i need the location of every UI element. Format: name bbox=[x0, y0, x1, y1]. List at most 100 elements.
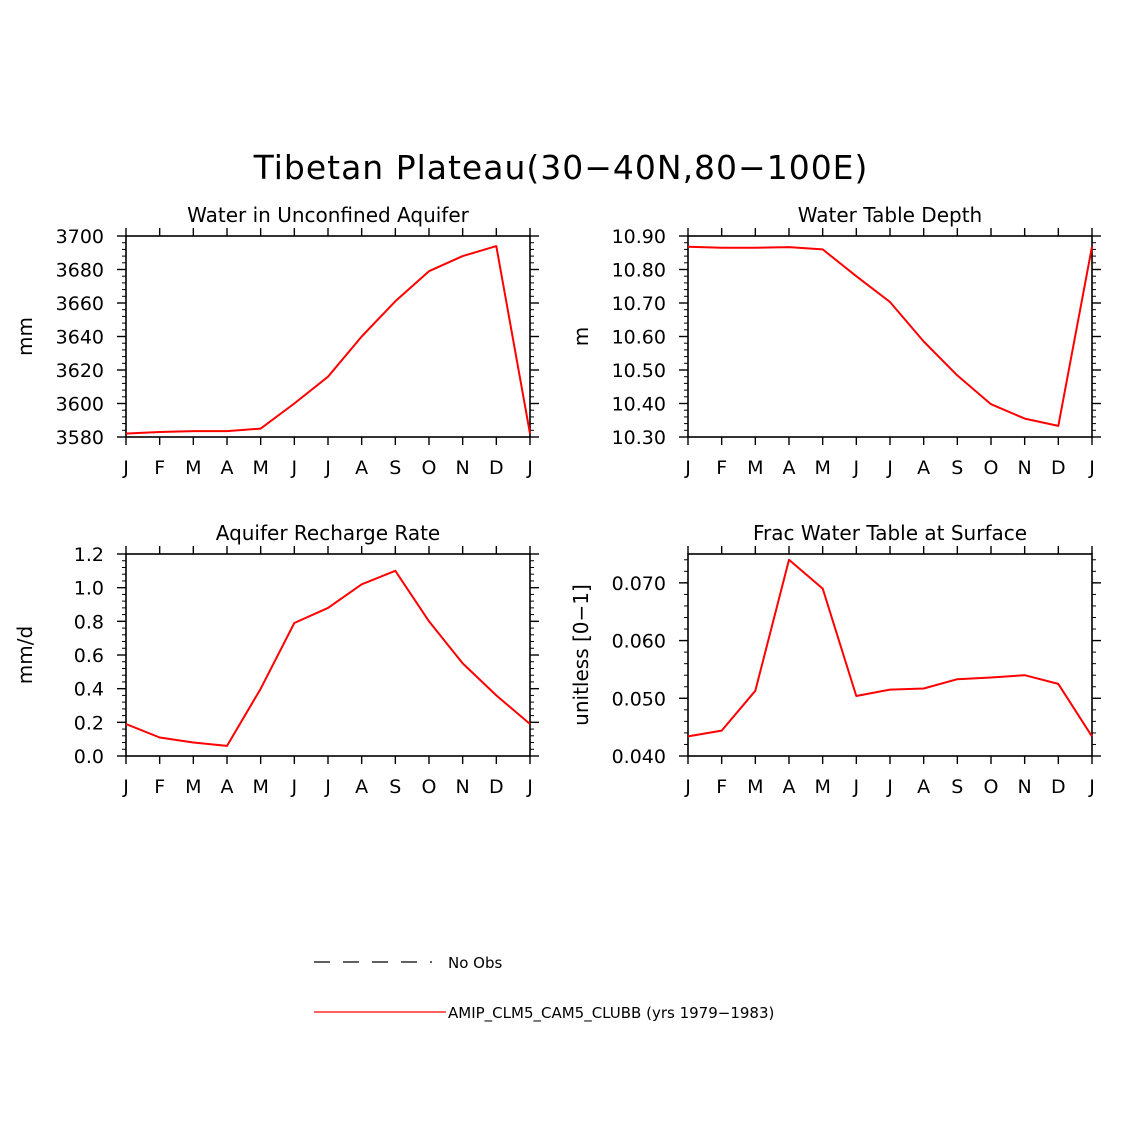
x-tick-label: J bbox=[886, 776, 893, 798]
x-tick-label: S bbox=[389, 776, 401, 798]
x-tick-label: J bbox=[1088, 776, 1095, 798]
x-tick-label: M bbox=[747, 776, 763, 798]
y-tick-label: 0.2 bbox=[74, 712, 104, 734]
x-tick-label: J bbox=[526, 776, 533, 798]
y-tick-label: 0.4 bbox=[74, 679, 104, 701]
y-tick-label: 3680 bbox=[56, 260, 104, 282]
y-tick-label: 10.50 bbox=[612, 360, 666, 382]
y-tick-label: 10.40 bbox=[612, 394, 666, 416]
series-line bbox=[125, 569, 531, 747]
x-tick-label: J bbox=[1088, 457, 1095, 479]
x-tick-label: O bbox=[422, 457, 437, 479]
x-tick-label: N bbox=[456, 457, 470, 479]
panel-title: Frac Water Table at Surface bbox=[753, 521, 1027, 545]
x-tick-label: J bbox=[684, 776, 691, 798]
panel-3: J F M A M J J A S O N D J0.00.20.40.60.81.01.2Aquife… bbox=[13, 521, 539, 798]
x-tick-label: J bbox=[122, 457, 129, 479]
y-tick-label: 0.060 bbox=[612, 631, 666, 653]
plot-frame bbox=[687, 235, 1093, 438]
plot-frame bbox=[125, 235, 531, 438]
x-tick-label: S bbox=[951, 776, 963, 798]
x-tick-label: A bbox=[221, 776, 234, 798]
x-tick-label: F bbox=[716, 457, 727, 479]
y-tick-label: 0.0 bbox=[74, 746, 104, 768]
y-axis-label: mm/d bbox=[13, 626, 37, 684]
y-tick-label: 3660 bbox=[56, 293, 104, 315]
y-tick-label: 10.60 bbox=[612, 327, 666, 349]
x-tick-label: F bbox=[716, 776, 727, 798]
y-tick-label: 10.80 bbox=[612, 260, 666, 282]
legend-label-obs: No Obs bbox=[448, 954, 502, 972]
x-tick-label: J bbox=[324, 457, 331, 479]
y-tick-label: 0.8 bbox=[74, 611, 104, 633]
x-tick-label: M bbox=[252, 776, 268, 798]
panel-title: Aquifer Recharge Rate bbox=[216, 521, 441, 545]
x-tick-label: O bbox=[984, 457, 999, 479]
series-line bbox=[125, 245, 531, 435]
y-tick-label: 10.70 bbox=[612, 293, 666, 315]
x-tick-label: A bbox=[221, 457, 234, 479]
x-tick-label: O bbox=[984, 776, 999, 798]
x-tick-label: D bbox=[1051, 457, 1066, 479]
plot-frame bbox=[125, 553, 531, 757]
y-tick-label: 0.050 bbox=[612, 688, 666, 710]
x-tick-label: A bbox=[355, 776, 368, 798]
y-tick-label: 0.070 bbox=[612, 573, 666, 595]
x-tick-label: M bbox=[814, 457, 830, 479]
x-tick-label: J bbox=[853, 776, 860, 798]
x-tick-label: A bbox=[917, 776, 930, 798]
panel-title: Water in Unconfined Aquifer bbox=[187, 203, 470, 227]
y-tick-label: 3580 bbox=[56, 427, 104, 449]
y-tick-label: 3600 bbox=[56, 394, 104, 416]
figure-title: Tibetan Plateau(30−40N,80−100E) bbox=[253, 148, 869, 187]
y-axis-label: m bbox=[569, 327, 593, 346]
y-tick-label: 0.040 bbox=[612, 746, 666, 768]
x-tick-label: F bbox=[154, 776, 165, 798]
y-tick-label: 3700 bbox=[56, 226, 104, 248]
y-tick-label: 3640 bbox=[56, 327, 104, 349]
x-tick-label: J bbox=[853, 457, 860, 479]
x-tick-label: J bbox=[684, 457, 691, 479]
x-tick-label: J bbox=[122, 776, 129, 798]
x-tick-label: N bbox=[1018, 776, 1032, 798]
y-tick-label: 1.2 bbox=[74, 544, 104, 566]
x-tick-label: M bbox=[185, 457, 201, 479]
legend-label-model: AMIP_CLM5_CAM5_CLUBB (yrs 1979−1983) bbox=[448, 1004, 774, 1023]
x-tick-label: S bbox=[389, 457, 401, 479]
x-tick-label: J bbox=[291, 457, 298, 479]
x-tick-label: J bbox=[291, 776, 298, 798]
x-tick-label: D bbox=[489, 457, 504, 479]
x-tick-label: S bbox=[951, 457, 963, 479]
x-tick-label: J bbox=[886, 457, 893, 479]
x-tick-label: D bbox=[1051, 776, 1066, 798]
series-line bbox=[687, 558, 1093, 738]
x-tick-label: A bbox=[355, 457, 368, 479]
x-tick-label: D bbox=[489, 776, 504, 798]
panels-group: J F M A M J J A S O N D J358036003620364036603680370… bbox=[13, 203, 1101, 798]
x-tick-label: M bbox=[252, 457, 268, 479]
x-tick-label: N bbox=[456, 776, 470, 798]
x-tick-label: A bbox=[917, 457, 930, 479]
y-tick-label: 1.0 bbox=[74, 578, 104, 600]
x-tick-label: J bbox=[526, 457, 533, 479]
x-tick-label: F bbox=[154, 457, 165, 479]
y-tick-label: 10.30 bbox=[612, 427, 666, 449]
panel-1: J F M A M J J A S O N D J358036003620364036603680370… bbox=[13, 203, 539, 479]
x-tick-label: M bbox=[814, 776, 830, 798]
y-axis-label: unitless [0−1] bbox=[569, 584, 593, 726]
legend: No Obs AMIP_CLM5_CAM5_CLUBB (yrs 1979−19… bbox=[314, 954, 774, 1023]
y-tick-label: 0.6 bbox=[74, 645, 104, 667]
x-tick-label: J bbox=[324, 776, 331, 798]
panel-title: Water Table Depth bbox=[798, 203, 982, 227]
x-tick-label: M bbox=[185, 776, 201, 798]
y-tick-label: 10.90 bbox=[612, 226, 666, 248]
panel-2: J F M A M J J A S O N D J10.3010.4010.5010.6010.7010… bbox=[569, 203, 1101, 479]
x-tick-label: N bbox=[1018, 457, 1032, 479]
plot-frame bbox=[687, 553, 1093, 757]
series-line bbox=[687, 245, 1093, 427]
x-tick-label: A bbox=[783, 776, 796, 798]
x-tick-label: M bbox=[747, 457, 763, 479]
x-tick-label: O bbox=[422, 776, 437, 798]
